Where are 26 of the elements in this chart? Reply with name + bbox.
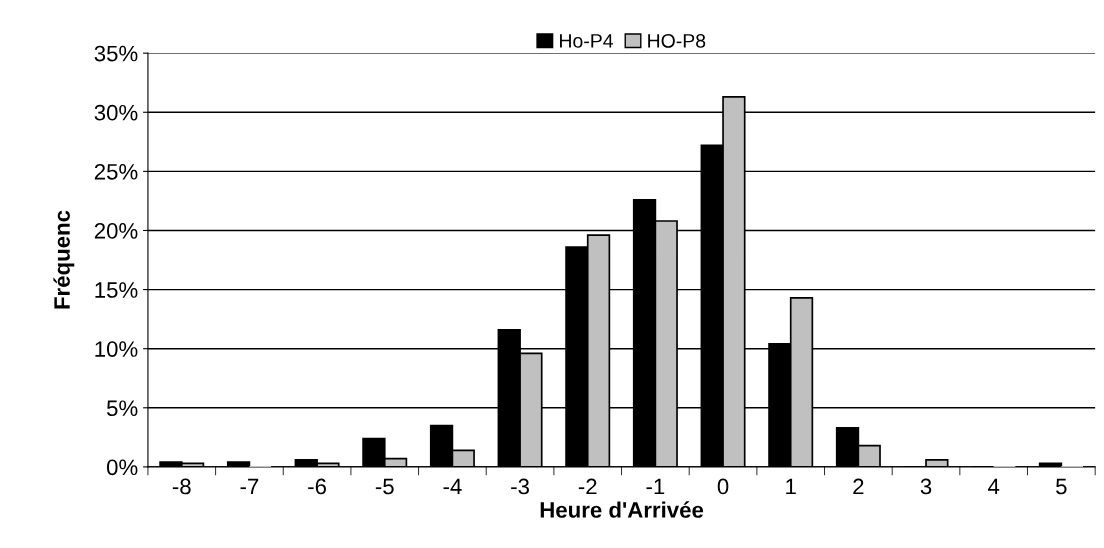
x-tick-label: -2 [578,478,597,495]
x-axis-title: Heure d'Arrivée [540,501,704,518]
x-tick-label: -4 [443,478,462,495]
y-tick-label: 30% [94,104,138,121]
x-tick-label: -8 [172,478,191,495]
y-tick-label: 5% [106,400,138,417]
y-tick-label: 0% [106,459,138,476]
legend-label: Ho-P4 [560,34,613,48]
x-tick-label: 5 [1056,478,1067,495]
x-tick-label: 4 [988,478,1000,495]
x-tick-label: -7 [240,478,259,495]
legend-label: HO-P8 [648,33,706,48]
x-tick-label: 0 [717,478,729,495]
y-tick-label: 20% [94,223,138,239]
x-tick-label: -6 [308,478,326,495]
y-tick-label: 10% [95,341,138,357]
x-tick-label: 1 [786,478,796,495]
x-tick-label: 3 [920,478,932,495]
x-tick-label: 2 [853,478,864,495]
y-tick-label: 35% [94,45,138,62]
x-tick-label: -1 [646,478,665,495]
y-axis-title: Fréquenc [53,210,75,309]
x-tick-label: -3 [511,478,529,495]
y-tick-label: 15% [95,282,138,298]
x-tick-label: -5 [375,478,394,495]
y-tick-label: 25% [94,163,138,180]
